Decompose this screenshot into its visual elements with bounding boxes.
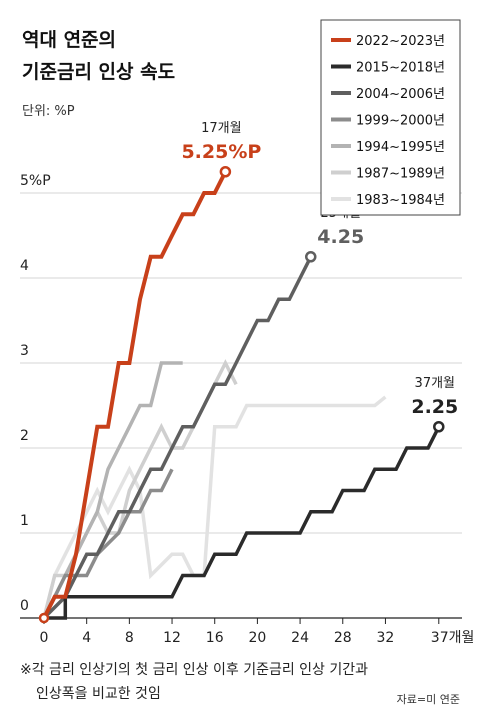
legend-label: 2004~2006년 — [356, 87, 445, 102]
legend-label: 1994~1995년 — [356, 140, 445, 155]
x-axis: 0 4 8 12 16 20 24 28 32 37개월 — [20, 617, 475, 646]
y-tick-label: 4 — [20, 258, 29, 274]
y-tick-label: 1 — [20, 513, 29, 529]
annotation-value: 5.25%P — [181, 141, 261, 163]
end-marker — [433, 421, 445, 433]
legend-label: 1999~2000년 — [356, 114, 445, 129]
start-marker — [38, 612, 50, 624]
end-marker — [219, 166, 232, 178]
annotation-value: 2.25 — [411, 396, 458, 418]
legend-label: 1983~1984년 — [356, 193, 445, 208]
end-marker — [305, 251, 317, 263]
series-line — [44, 426, 441, 620]
x-tick-label: 20 — [248, 630, 266, 646]
y-tick-label: 2 — [20, 428, 29, 444]
footnote-line1: ※각 금리 인상기의 첫 금리 인상 이후 기준금리 인상 기간과 — [20, 662, 368, 678]
y-tick-label: 3 — [20, 343, 29, 359]
y-axis-ticks: 0 1 2 3 4 5%P — [20, 173, 51, 614]
x-tick-label: 37개월 — [431, 630, 475, 646]
y-tick-label: 5%P — [20, 173, 51, 189]
annotation-months: 17개월 — [201, 121, 241, 136]
x-tick-label: 8 — [125, 630, 134, 646]
legend: 2022~2023년 2015~2018년 2004~2006년 1999~2000년… — [320, 19, 461, 216]
x-tick-label: 4 — [82, 630, 91, 646]
legend-label: 1987~1989년 — [356, 167, 445, 182]
series-line — [42, 170, 228, 619]
x-tick-label: 16 — [206, 630, 224, 646]
chart-title-line2: 기준금리 인상 속도 — [22, 61, 175, 83]
series-line — [42, 256, 313, 620]
x-tick-label: 0 — [40, 630, 49, 646]
x-tick-label: 24 — [291, 630, 309, 646]
legend-label: 2015~2018년 — [356, 61, 445, 76]
chart-title-line1: 역대 연준의 — [22, 29, 116, 51]
x-tick-label: 28 — [334, 630, 352, 646]
x-tick-label: 32 — [377, 630, 395, 646]
x-tick-label: 12 — [163, 630, 181, 646]
legend-label: 2022~2023년 — [356, 34, 445, 49]
data-series — [38, 166, 445, 624]
series-line — [42, 468, 174, 619]
annotation-months: 37개월 — [415, 376, 455, 391]
source-label: 자료=미 연준 — [397, 693, 460, 706]
y-tick-label: 0 — [20, 598, 29, 614]
footnote-line2: 인상폭을 비교한 것임 — [36, 686, 161, 702]
unit-label: 단위: %P — [22, 104, 75, 119]
annotation-value: 4.25 — [317, 226, 364, 248]
